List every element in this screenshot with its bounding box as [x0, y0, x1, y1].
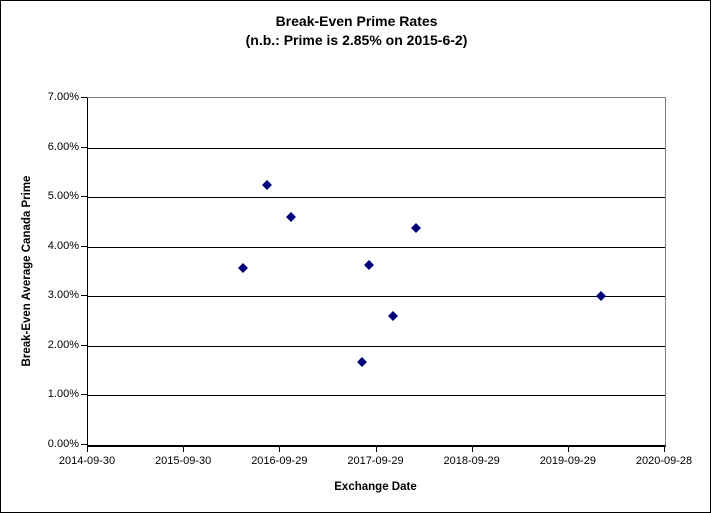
y-axis-tick	[81, 196, 87, 198]
y-axis-tick	[81, 97, 87, 98]
y-axis-tick	[81, 146, 87, 148]
x-axis-tick-label: 2014-09-30	[58, 455, 116, 467]
gridline	[88, 246, 665, 248]
x-axis-tick-label: 2015-09-30	[155, 455, 212, 467]
y-axis-tick-label: 0.00%	[47, 438, 79, 450]
gridline	[88, 395, 665, 397]
x-axis-tick	[664, 446, 665, 452]
gridline	[88, 345, 665, 347]
y-axis-tick-label: 1.00%	[47, 388, 79, 401]
x-axis-tick	[471, 446, 473, 452]
chart-title-block: Break-Even Prime Rates (n.b.: Prime is 2…	[1, 12, 710, 50]
gridline	[88, 197, 665, 199]
gridline	[88, 296, 665, 298]
gridline	[88, 147, 665, 149]
y-axis-tick	[81, 444, 87, 445]
y-axis-tick	[81, 245, 87, 247]
y-axis-tick-label: 6.00%	[47, 140, 79, 153]
x-axis-title: Exchange Date	[334, 481, 417, 493]
y-axis-tick	[81, 394, 87, 396]
plot-area	[87, 97, 666, 447]
y-axis-tick-label: 3.00%	[47, 289, 79, 302]
y-axis-tick	[81, 344, 87, 346]
x-axis-tick-label: 2016-09-29	[251, 455, 308, 467]
y-axis-tick-label: 7.00%	[47, 91, 79, 103]
x-axis-tick-label: 2020-09-28	[635, 455, 693, 467]
x-axis-tick-label: 2019-09-29	[539, 455, 596, 467]
x-axis-tick-label: 2017-09-29	[347, 455, 404, 467]
chart-title: Break-Even Prime Rates	[275, 13, 438, 29]
x-axis-tick	[279, 446, 281, 452]
x-axis-tick-label: 2018-09-29	[443, 455, 500, 467]
y-axis-tick-label: 4.00%	[47, 239, 79, 252]
y-axis-tick	[81, 295, 87, 297]
x-axis-tick	[567, 446, 569, 452]
x-axis-tick	[183, 446, 185, 452]
y-axis-tick-label: 2.00%	[47, 338, 79, 351]
chart-subtitle: (n.b.: Prime is 2.85% on 2015-6-2)	[245, 32, 468, 48]
y-axis-tick-label: 5.00%	[47, 190, 79, 203]
x-axis-tick	[375, 446, 377, 452]
x-axis-tick	[87, 446, 88, 452]
